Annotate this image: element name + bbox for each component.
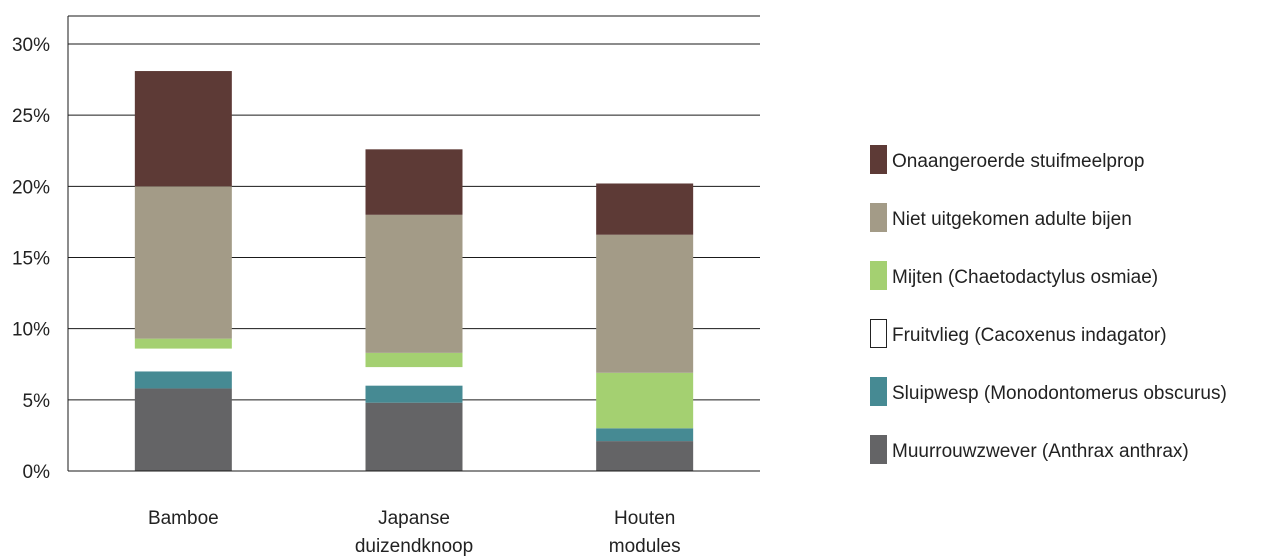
x-category-label: modules xyxy=(609,536,681,557)
y-tick-label: 15% xyxy=(12,249,50,270)
legend-label: Muurrouwzwever (Anthrax anthrax) xyxy=(892,441,1189,462)
bar-segment xyxy=(134,186,232,339)
x-category-labels: Bamboe Japanse duizendknoop Houten modules xyxy=(148,508,681,557)
bar-segment xyxy=(596,234,694,373)
legend-label: Onaangeroerde stuifmeelprop xyxy=(892,151,1145,172)
bar-segment xyxy=(365,385,463,403)
bar-segment xyxy=(134,338,232,349)
y-tick-label: 20% xyxy=(12,177,50,198)
y-tick-label: 0% xyxy=(23,462,51,483)
bar-segment xyxy=(134,348,232,372)
legend-swatch xyxy=(870,203,887,232)
legend-label: Niet uitgekomen adulte bijen xyxy=(892,209,1132,230)
x-category-label: Bamboe xyxy=(148,508,219,529)
bar-segment xyxy=(596,441,694,471)
bar-segment xyxy=(134,71,232,187)
y-tick-label: 25% xyxy=(12,106,50,127)
bar-segment xyxy=(134,388,232,471)
bar-segment xyxy=(365,214,463,353)
bar-segment xyxy=(596,372,694,429)
legend-label: Mijten (Chaetodactylus osmiae) xyxy=(892,267,1159,288)
y-tick-label: 10% xyxy=(12,320,50,341)
y-tick-label: 30% xyxy=(12,35,50,56)
legend-swatch xyxy=(870,145,887,174)
bar-segment xyxy=(365,402,463,471)
bar-segment xyxy=(365,367,463,386)
legend-label: Fruitvlieg (Cacoxenus indagator) xyxy=(892,325,1167,346)
x-category-label: Japanse xyxy=(378,508,450,529)
legend-swatch xyxy=(870,319,887,348)
legend-swatch xyxy=(870,435,887,464)
bar-segment xyxy=(134,371,232,389)
bar-segment xyxy=(596,183,694,235)
bar-segment xyxy=(596,428,694,442)
bar-segment xyxy=(365,352,463,368)
legend-swatch xyxy=(870,377,887,406)
legend-label: Sluipwesp (Monodontomerus obscurus) xyxy=(892,383,1227,404)
bar-segment xyxy=(365,149,463,215)
x-category-label: duizendknoop xyxy=(355,536,473,557)
legend-swatch xyxy=(870,261,887,290)
y-tick-label: 5% xyxy=(23,391,51,412)
axes xyxy=(67,15,760,472)
y-tick-labels: 0% 5% 10% 15% 20% 25% 30% xyxy=(12,35,50,483)
bars xyxy=(134,71,694,471)
x-category-label: Houten xyxy=(614,508,675,529)
